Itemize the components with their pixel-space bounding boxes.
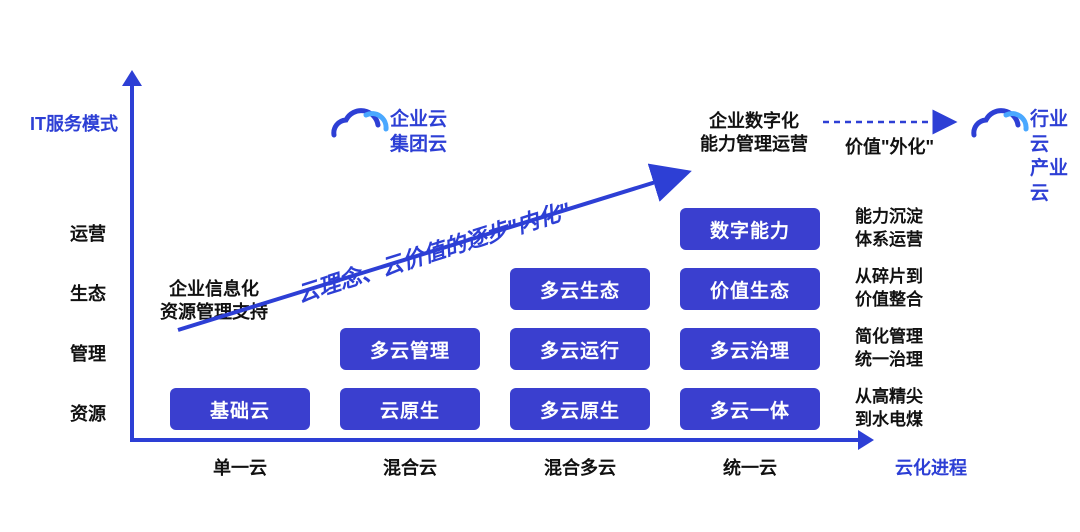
box-0-label: 基础云 bbox=[210, 396, 270, 423]
rd3-l2: 到水电煤 bbox=[855, 410, 923, 429]
cloud-right-label-real: 行业云 产业云 bbox=[1030, 108, 1080, 207]
y-cat-0: 运营 bbox=[70, 220, 106, 246]
box-8-label: 价值生态 bbox=[710, 276, 790, 303]
right-desc-3: 从高精尖 到水电煤 bbox=[855, 386, 923, 432]
rd1-l1: 从碎片到 bbox=[855, 267, 923, 286]
box-9: 数字能力 bbox=[680, 208, 820, 250]
rd0-l2: 体系运营 bbox=[855, 230, 923, 249]
y-cat-2: 管理 bbox=[70, 340, 106, 366]
top-right-line1: 企业数字化 bbox=[709, 111, 799, 131]
y-cat-1: 生态 bbox=[70, 280, 106, 306]
cloud-icon-left bbox=[334, 111, 386, 135]
box-6: 多云一体 bbox=[680, 388, 820, 430]
rd1-l2: 价值整合 bbox=[855, 290, 923, 309]
cloud-left-line1: 企业云 bbox=[390, 109, 447, 130]
box-2-label: 多云管理 bbox=[370, 336, 450, 363]
x-axis-label: 云化进程 bbox=[895, 454, 967, 480]
x-cat-0: 单一云 bbox=[170, 454, 310, 480]
cloud-right-line2: 产业云 bbox=[1030, 158, 1068, 204]
rd2-l2: 统一治理 bbox=[855, 350, 923, 369]
top-left-label: 企业信息化 资源管理支持 bbox=[160, 278, 268, 325]
cloud-icon-right bbox=[974, 111, 1026, 135]
top-left-line1: 企业信息化 bbox=[169, 279, 259, 299]
box-5: 多云生态 bbox=[510, 268, 650, 310]
x-cat-2: 混合多云 bbox=[510, 454, 650, 480]
box-7-label: 多云治理 bbox=[710, 336, 790, 363]
box-9-label: 数字能力 bbox=[710, 216, 790, 243]
diagram-stage: IT服务模式 云化进程 运营 生态 管理 资源 单一云 混合云 混合多云 统一云… bbox=[0, 0, 1080, 532]
y-cat-3: 资源 bbox=[70, 400, 106, 426]
box-4: 多云运行 bbox=[510, 328, 650, 370]
top-right-line2: 能力管理运营 bbox=[700, 134, 808, 154]
box-6-label: 多云一体 bbox=[710, 396, 790, 423]
box-2: 多云管理 bbox=[340, 328, 480, 370]
y-axis-arrow bbox=[122, 70, 142, 86]
cloud-right-line1: 行业云 bbox=[1030, 109, 1068, 155]
rd3-l1: 从高精尖 bbox=[855, 387, 923, 406]
box-5-label: 多云生态 bbox=[540, 276, 620, 303]
x-axis-arrow bbox=[858, 430, 874, 450]
right-desc-2: 简化管理 统一治理 bbox=[855, 326, 923, 372]
box-1-label: 云原生 bbox=[380, 396, 440, 423]
x-axis-line bbox=[130, 438, 860, 442]
box-4-label: 多云运行 bbox=[540, 336, 620, 363]
x-cat-1: 混合云 bbox=[340, 454, 480, 480]
right-desc-1: 从碎片到 价值整合 bbox=[855, 266, 923, 312]
box-1: 云原生 bbox=[340, 388, 480, 430]
cloud-left-label: 企业云 集团云 bbox=[390, 108, 447, 157]
rd0-l1: 能力沉淀 bbox=[855, 207, 923, 226]
x-cat-3: 统一云 bbox=[680, 454, 820, 480]
box-0: 基础云 bbox=[170, 388, 310, 430]
box-3: 多云原生 bbox=[510, 388, 650, 430]
top-left-line2: 资源管理支持 bbox=[160, 302, 268, 322]
box-3-label: 多云原生 bbox=[540, 396, 620, 423]
top-right-label: 企业数字化 能力管理运营 bbox=[700, 110, 808, 157]
box-7: 多云治理 bbox=[680, 328, 820, 370]
right-desc-0: 能力沉淀 体系运营 bbox=[855, 206, 923, 252]
y-axis-label: IT服务模式 bbox=[30, 110, 118, 136]
y-axis-line bbox=[130, 80, 134, 438]
cloud-left-line2: 集团云 bbox=[390, 134, 447, 155]
rd2-l1: 简化管理 bbox=[855, 327, 923, 346]
box-8: 价值生态 bbox=[680, 268, 820, 310]
dashed-arrow-label: 价值"外化" bbox=[845, 133, 934, 159]
